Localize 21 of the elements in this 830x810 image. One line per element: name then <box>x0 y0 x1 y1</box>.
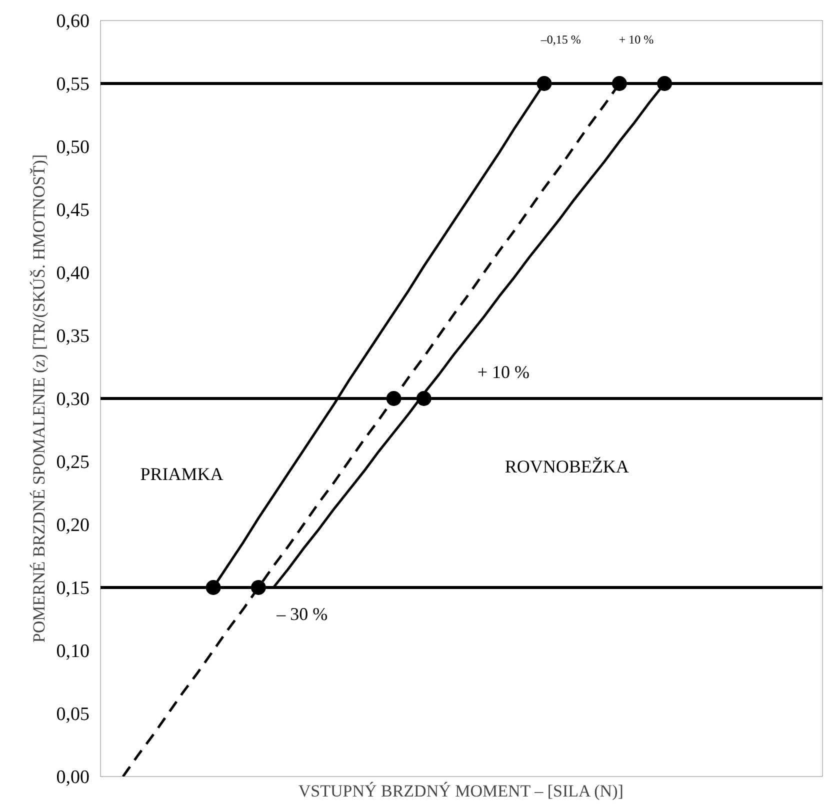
y-tick-label: 0,30 <box>56 389 90 410</box>
y-tick-label: 0,40 <box>56 263 90 284</box>
annotation: + 10 % <box>618 32 654 46</box>
y-tick-label: 0,60 <box>56 11 90 32</box>
annotation: PRIAMKA <box>140 464 224 484</box>
x-axis-title: VSTUPNÝ BRZDNÝ MOMENT – [SILA (N)] <box>298 782 624 800</box>
y-tick-label: 0,20 <box>56 515 90 536</box>
annotation: ROVNOBEŽKA <box>504 456 629 477</box>
y-tick-label: 0,50 <box>56 137 90 158</box>
y-tick-label: 0,05 <box>56 704 90 725</box>
y-tick-label: 0,00 <box>56 767 90 788</box>
y-tick-label: 0,35 <box>56 326 90 347</box>
annotation: – 30 % <box>276 604 328 624</box>
y-axis-title: POMERNÉ BRZDNÉ SPOMALENIE (z) [TR/(SKÚŠ. HMOTNOSŤ)] <box>29 154 48 643</box>
annotation: + 10 % <box>477 362 530 382</box>
y-tick-label: 0,55 <box>56 74 90 95</box>
annotation: –0,15 % <box>540 32 581 46</box>
y-tick-label: 0,45 <box>56 200 90 221</box>
y-tick-label: 0,25 <box>56 452 90 473</box>
y-tick-label: 0,15 <box>56 578 90 599</box>
y-tick-label: 0,10 <box>56 641 90 662</box>
